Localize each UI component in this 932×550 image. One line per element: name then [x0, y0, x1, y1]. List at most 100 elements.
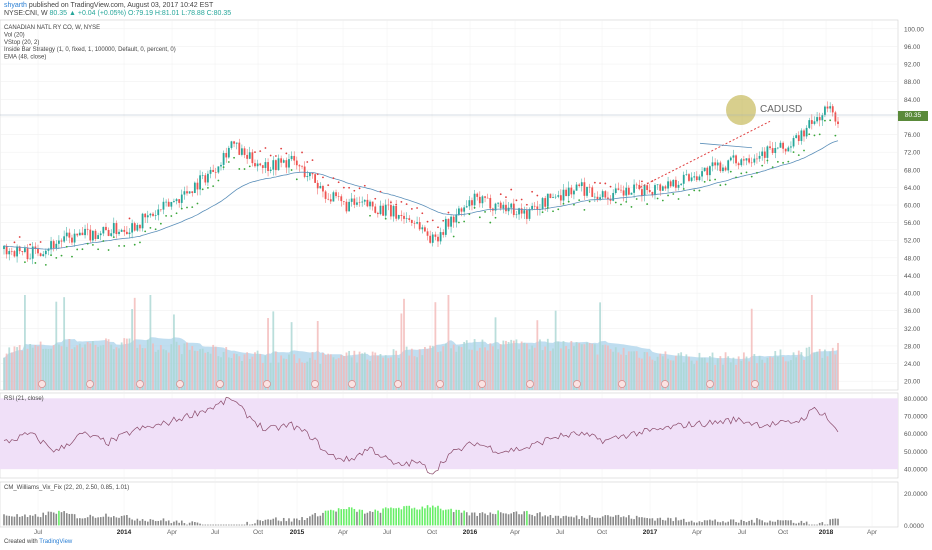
volume-bar — [523, 342, 526, 390]
candle-body — [21, 251, 24, 253]
volume-bar — [186, 342, 188, 390]
wvf-bar — [212, 524, 214, 526]
dividend-marker — [706, 380, 714, 388]
wvf-bar — [735, 522, 737, 526]
volume-bar — [494, 317, 497, 390]
candle-body — [688, 174, 690, 181]
author-link[interactable]: shyarth — [4, 2, 27, 9]
candle-body — [567, 187, 570, 197]
price-tick-label: 24.00 — [904, 361, 921, 368]
volume-bar — [737, 356, 740, 390]
wvf-bar — [771, 521, 774, 526]
volume-bar — [497, 349, 500, 390]
candle-body — [622, 190, 625, 196]
volume-bar — [243, 354, 246, 390]
candle-body — [118, 231, 120, 235]
wvf-bar — [510, 513, 512, 526]
vstop-dot — [170, 215, 173, 217]
wvf-bar — [225, 524, 228, 526]
wvf-bar — [758, 519, 761, 526]
candle-body — [588, 186, 591, 188]
wvf-bar — [643, 517, 646, 526]
wvf-bar — [803, 522, 805, 526]
volume-bar — [102, 344, 105, 390]
candle-body — [808, 120, 811, 128]
volume-bar — [813, 352, 816, 390]
candle-body — [60, 240, 63, 242]
candle-body — [91, 230, 94, 241]
volume-bar — [225, 347, 228, 390]
vstop-dot — [672, 193, 675, 195]
wvf-bar — [89, 514, 92, 526]
candle-body — [345, 201, 348, 212]
volume-bar — [188, 349, 191, 390]
wvf-bar — [528, 514, 531, 526]
candle-body — [248, 152, 251, 159]
volume-bar — [614, 347, 617, 390]
volume-bar — [390, 357, 392, 390]
wvf-bar — [580, 516, 583, 526]
wvf-bar — [460, 512, 463, 526]
volume-bar — [235, 354, 238, 390]
wvf-bar — [722, 521, 724, 526]
price-tick-label: 52.00 — [904, 238, 921, 245]
volume-bar — [596, 354, 599, 390]
volume-bar — [714, 364, 717, 390]
volume-bar — [144, 348, 147, 390]
vstop-dot — [34, 262, 37, 264]
footer-brand[interactable]: TradingView — [39, 539, 73, 545]
wvf-bar — [766, 522, 769, 526]
wvf-bar — [154, 521, 157, 526]
volume-bar — [395, 350, 398, 390]
candle-body — [761, 151, 764, 156]
volume-bar — [332, 357, 335, 390]
wvf-bar — [654, 520, 656, 526]
volume-bar — [800, 352, 803, 390]
volume-bar — [489, 343, 492, 390]
candle-body — [397, 214, 400, 219]
wvf-bar — [824, 524, 826, 526]
vstop-dot — [756, 171, 758, 174]
volume-bar — [246, 352, 249, 390]
candle-body — [675, 179, 677, 188]
wvf-bar — [769, 520, 771, 526]
vstop-dot — [620, 203, 622, 206]
wvf-bar — [173, 521, 175, 526]
volume-bar — [141, 348, 144, 390]
vstop-dot — [91, 244, 94, 246]
wvf-bar — [94, 517, 97, 526]
volume-bar — [159, 345, 162, 390]
candle-body — [123, 229, 126, 232]
vstop-dot — [186, 206, 188, 209]
wvf-bar — [816, 524, 818, 526]
volume-bar — [165, 350, 167, 390]
wvf-bar — [594, 517, 596, 526]
candle-body — [314, 174, 317, 183]
volume-bar — [643, 352, 646, 390]
volume-bar — [379, 354, 382, 390]
volume-bar — [439, 351, 442, 390]
wvf-bar — [591, 517, 594, 526]
vstop-dot — [196, 202, 199, 205]
volume-bar — [706, 362, 709, 390]
wvf-bar — [256, 519, 259, 526]
wvf-bar — [693, 522, 696, 526]
wvf-bar — [107, 516, 110, 526]
wvf-bar — [403, 506, 405, 526]
vstop-dot — [766, 159, 769, 162]
volume-bar — [201, 348, 204, 390]
x-tick-label: 2017 — [643, 529, 658, 536]
volume-bar — [682, 362, 685, 390]
wvf-bar — [703, 520, 706, 526]
volume-bar — [342, 355, 345, 390]
wvf-bar — [507, 514, 510, 526]
candle-body — [261, 165, 264, 168]
volume-bar — [311, 352, 314, 390]
volume-bar — [455, 351, 458, 390]
wvf-bar — [837, 518, 839, 526]
wvf-bar — [696, 522, 698, 526]
candle-body — [664, 186, 667, 189]
vstop-dot — [149, 226, 152, 229]
wvf-bar — [620, 517, 622, 526]
volume-bar — [478, 347, 481, 390]
